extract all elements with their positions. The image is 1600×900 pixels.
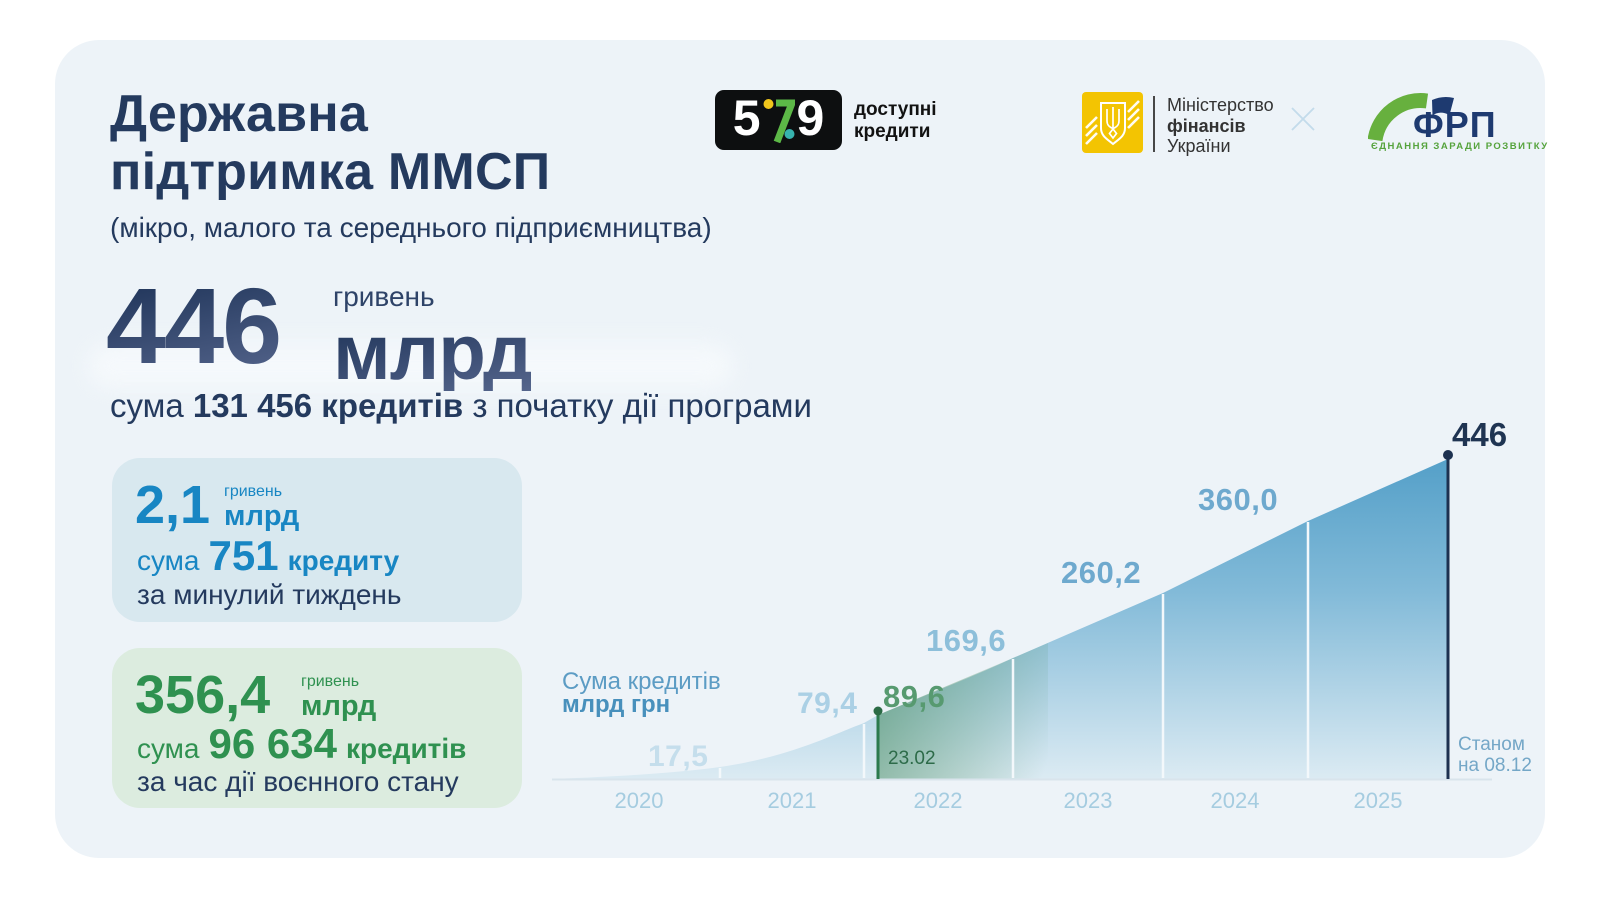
wartime-unit-scale: млрд (301, 690, 377, 722)
hero-unit-currency: гривень (333, 281, 435, 312)
war-start-date-label: 23.02 (888, 748, 936, 769)
frp-wordmark: ФРП (1413, 104, 1497, 145)
datapoint-label-war-start: 89,6 (883, 679, 946, 714)
weekly-sum-prefix: сума (137, 545, 200, 576)
hero-sum-suffix: з початку дії програми (463, 387, 812, 424)
wartime-credits-summary: сума 96 634 кредитів (137, 720, 466, 768)
chart-legend-line1: Сума кредитів (562, 668, 721, 695)
wartime-value: 356,4 (135, 665, 271, 725)
wartime-stat-card: 356,4 гривень млрд сума 96 634 кредитів … (112, 648, 522, 808)
frp-tagline: ЄДНАННЯ ЗАРАДИ РОЗВИТКУ (1371, 141, 1549, 152)
datapoint-label-2020: 17,5 (648, 740, 709, 773)
page-title-line1: Державна (110, 85, 368, 143)
weekly-unit: гривень млрд (224, 484, 299, 531)
frp-arc-icon (1368, 93, 1454, 142)
chart-legend-line2: млрд грн (562, 691, 671, 718)
hero-credits-summary: сума 131 456 кредитів з початку дії прог… (110, 387, 812, 425)
wartime-unit: гривень млрд (301, 674, 376, 721)
minfin-line1: Міністерство (1167, 95, 1274, 115)
trident-icon (1085, 100, 1140, 146)
logo-579-label-line2: кредити (854, 121, 931, 142)
x-axis-tick-2024: 2024 (1210, 788, 1260, 813)
hero-total-value: 446 (106, 265, 282, 386)
logo-579-label: доступні кредити (854, 99, 937, 143)
weekly-value: 2,1 (135, 475, 211, 535)
datapoint-label-2022: 169,6 (926, 623, 1007, 658)
page-title-line2: підтримка ММСП (110, 143, 551, 201)
hero-unit-scale: млрд (333, 308, 532, 396)
logo-579-digit-9: 9 (796, 90, 825, 146)
x-axis-tick-2025: 2025 (1353, 788, 1403, 813)
hero-glow (88, 344, 733, 388)
weekly-credits-summary: сума 751 кредиту (137, 532, 399, 580)
datapoint-label-latest: 446 (1452, 416, 1508, 453)
weekly-period: за минулий тиждень (137, 579, 402, 610)
war-start-marker-dot (873, 706, 883, 716)
weekly-sum-count: 751 (208, 532, 279, 579)
datapoint-label-2023: 260,2 (1061, 555, 1142, 590)
partnership-x-icon (1291, 107, 1315, 131)
wartime-period: за час дії воєнного стану (137, 766, 459, 797)
logo-579-label-line1: доступні (854, 99, 937, 120)
weekly-stat-card: 2,1 гривень млрд сума 751 кредиту за мин… (112, 458, 522, 622)
logo-579-percent-seven-icon (763, 99, 795, 143)
as-of-line1: Станом (1458, 734, 1525, 755)
hero-sum-count: 131 456 кредитів (192, 387, 464, 424)
datapoint-label-2024: 360,0 (1198, 482, 1279, 517)
x-axis-tick-2020: 2020 (614, 788, 664, 813)
wartime-sum-prefix: сума (137, 733, 200, 764)
weekly-sum-unit: кредиту (287, 545, 400, 576)
logo-579: 5 9 (715, 90, 842, 150)
chart-legend: Сума кредитів млрд грн (562, 668, 721, 718)
minfin-divider (1153, 96, 1155, 152)
page-subtitle: (мікро, малого та середнього підприємниц… (110, 212, 712, 243)
hero-sum-prefix: сума (110, 387, 193, 424)
minfin-emblem (1082, 92, 1143, 153)
hero-unit: гривень млрд (333, 281, 532, 396)
as-of-line2: на 08.12 (1458, 755, 1532, 776)
x-axis-tick-2021: 2021 (767, 788, 817, 813)
x-axis-tick-2022: 2022 (913, 788, 963, 813)
weekly-unit-currency: гривень (224, 483, 283, 500)
logo-579-digit-5: 5 (732, 90, 761, 146)
area-fill (552, 459, 1448, 779)
wartime-sum-unit: кредитів (345, 733, 467, 764)
wartime-sum-count: 96 634 (208, 720, 337, 767)
minfin-line3: України (1167, 136, 1231, 156)
minfin-wordmark: Міністерство фінансів України (1167, 95, 1274, 157)
wartime-unit-currency: гривень (301, 673, 360, 690)
datapoint-label-2021: 79,4 (797, 687, 858, 720)
weekly-unit-scale: млрд (224, 500, 300, 532)
minfin-line2: фінансів (1167, 115, 1246, 136)
as-of-date-note: Станом на 08.12 (1458, 734, 1532, 776)
latest-marker-dot (1443, 450, 1453, 460)
war-period-tint (878, 643, 1048, 779)
x-axis-tick-2023: 2023 (1063, 788, 1113, 813)
